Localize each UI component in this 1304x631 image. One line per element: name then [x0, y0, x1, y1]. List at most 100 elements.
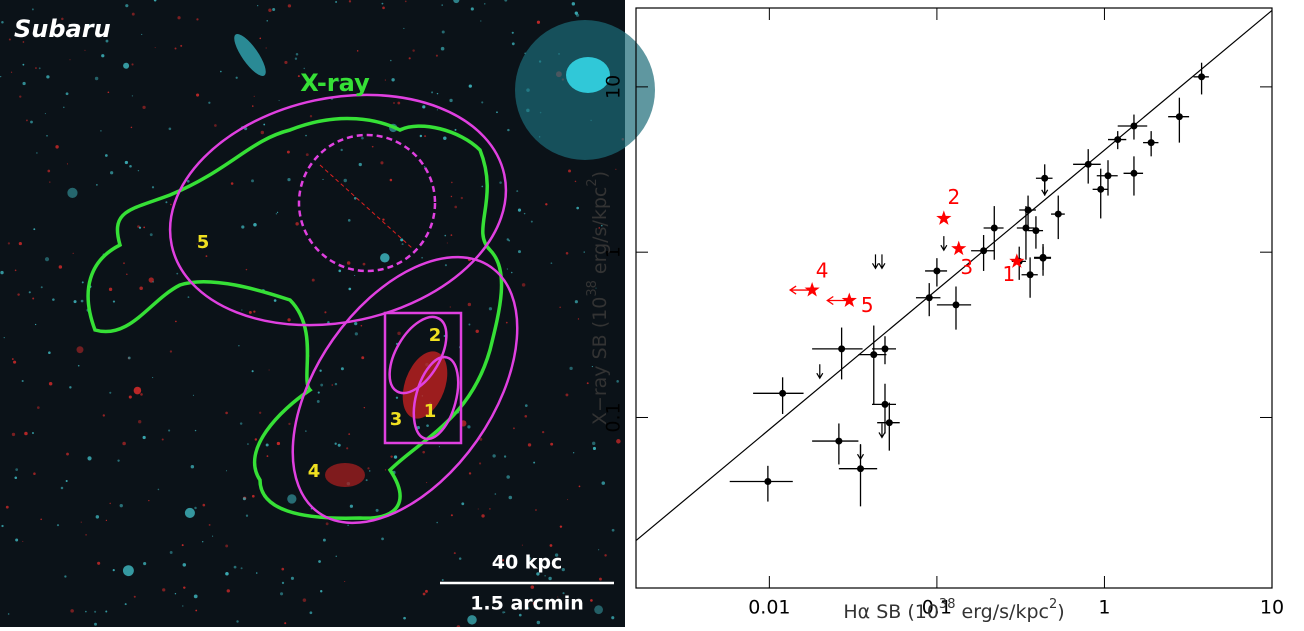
star: [143, 436, 146, 439]
star: [67, 163, 68, 164]
star: [196, 93, 199, 96]
star: [397, 102, 400, 105]
star: [249, 311, 252, 314]
star: [350, 505, 353, 508]
star: [143, 226, 145, 228]
star: [66, 453, 69, 456]
star: [67, 188, 77, 198]
star: [381, 537, 384, 540]
star: [616, 380, 619, 383]
star: [599, 578, 602, 581]
data-point: [1022, 225, 1029, 232]
data-point: [952, 301, 959, 308]
star: [22, 64, 24, 66]
star: [1, 21, 4, 24]
star: [573, 452, 574, 453]
star: [55, 145, 58, 148]
star: [390, 455, 392, 457]
star: [206, 255, 208, 257]
star: [364, 407, 365, 408]
axis-label-part: 38: [939, 597, 956, 612]
data-point: [779, 390, 786, 397]
star: [142, 106, 145, 109]
star: [476, 330, 479, 333]
star: [194, 594, 198, 598]
star: [545, 203, 547, 205]
star: [125, 4, 128, 7]
star: [566, 393, 569, 396]
star: [602, 481, 606, 485]
point-label: 5: [861, 293, 874, 317]
fit-line: [636, 10, 1272, 540]
star: [48, 351, 51, 354]
star: [140, 393, 143, 396]
star: [35, 67, 37, 69]
image-title: Subaru: [14, 15, 111, 43]
star-point: [936, 210, 951, 224]
star: [436, 55, 438, 57]
star: [479, 462, 481, 464]
star: [24, 432, 28, 436]
star: [489, 307, 492, 310]
star: [426, 482, 427, 483]
star: [0, 271, 3, 274]
star: [150, 233, 153, 236]
star: [94, 611, 96, 613]
star: [125, 161, 128, 164]
star: [450, 306, 451, 307]
star: [33, 228, 35, 230]
star: [129, 165, 132, 168]
star: [287, 178, 290, 181]
star: [492, 454, 495, 457]
star: [122, 442, 126, 446]
star: [0, 76, 1, 77]
star: [544, 575, 546, 577]
star: [94, 623, 97, 626]
star: [74, 300, 77, 303]
star: [101, 54, 104, 57]
star: [103, 414, 105, 416]
star: [584, 251, 585, 252]
star: [188, 296, 190, 298]
star: [132, 13, 135, 16]
star: [134, 387, 142, 395]
star: [8, 242, 10, 244]
star: [424, 135, 426, 137]
data-point: [881, 401, 888, 408]
star: [4, 337, 5, 338]
star: [537, 621, 540, 624]
star: [12, 358, 14, 360]
star: [277, 442, 280, 445]
star: [318, 560, 321, 563]
star: [15, 270, 17, 272]
star: [61, 487, 63, 489]
star: [344, 179, 347, 182]
star: [39, 67, 41, 69]
star: [105, 610, 107, 612]
star: [354, 322, 357, 325]
star: [323, 539, 326, 542]
star: [100, 130, 101, 131]
star: [363, 263, 366, 266]
star: [441, 4, 442, 5]
star: [277, 212, 278, 213]
star: [451, 182, 453, 184]
star: [69, 386, 71, 388]
star: [69, 59, 70, 60]
star: [129, 395, 132, 398]
star: [533, 462, 535, 464]
star: [512, 32, 514, 34]
data-point: [1198, 73, 1205, 80]
star: [469, 472, 471, 474]
star: [593, 447, 596, 450]
data-point: [980, 247, 987, 254]
star: [524, 213, 525, 214]
star: [123, 565, 134, 576]
star: [12, 433, 15, 436]
star: [259, 412, 261, 414]
star: [176, 273, 178, 275]
y-tick-label: 10: [603, 75, 625, 99]
star: [132, 95, 133, 96]
star: [109, 503, 111, 505]
